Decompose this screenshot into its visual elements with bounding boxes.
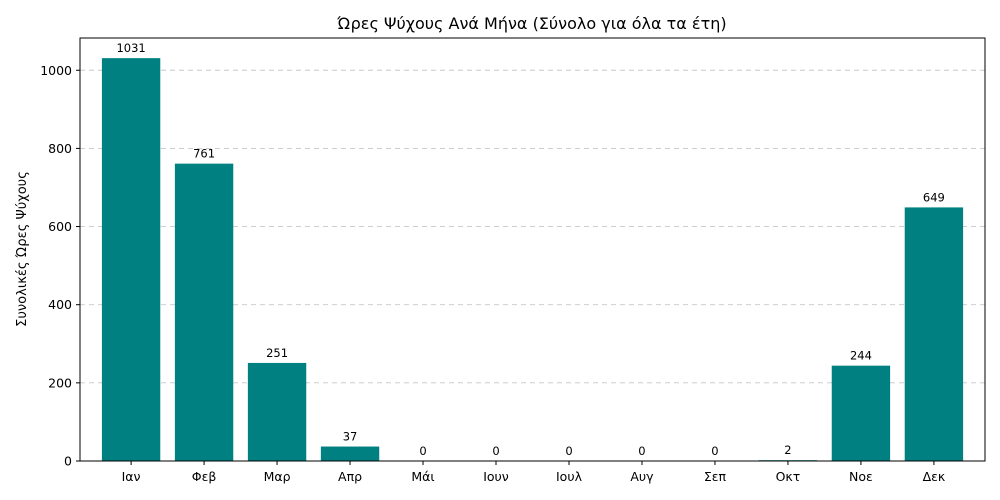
bar-value-label: 649 — [923, 190, 945, 204]
chart-title: Ώρες Ψύχους Ανά Μήνα (Σύνολο για όλα τα … — [336, 14, 726, 33]
bar — [904, 207, 964, 461]
x-tick-label: Σεπ — [704, 469, 727, 484]
plot-frame — [79, 37, 986, 462]
bar — [174, 163, 234, 462]
bar-value-label: 0 — [638, 444, 645, 458]
bar — [101, 58, 161, 462]
bar-value-label: 0 — [565, 444, 572, 458]
y-tick-label: 400 — [48, 297, 72, 312]
y-axis-ticks: 0 200 400 600 800 1000 — [40, 63, 80, 469]
data-labels: 1031 761 251 37 0 0 0 0 0 2 244 649 — [116, 41, 944, 458]
y-axis-label: Συνολικές Ώρες Ψύχους — [15, 171, 30, 327]
y-tick-label: 200 — [48, 375, 72, 390]
bar-value-label: 244 — [850, 349, 872, 363]
bar — [247, 362, 307, 461]
x-tick-label: Νοε — [849, 469, 873, 484]
bar-value-label: 2 — [784, 443, 791, 457]
y-tick-label: 600 — [48, 219, 72, 234]
x-tick-label: Μαρ — [264, 469, 291, 484]
bar-value-label: 251 — [266, 346, 288, 360]
y-tick-label: 1000 — [40, 63, 72, 78]
x-tick-label: Απρ — [338, 469, 362, 484]
x-tick-label: Ιαν — [122, 469, 141, 484]
y-tick-label: 800 — [48, 141, 72, 156]
bar-value-label: 1031 — [116, 41, 145, 55]
bar-value-label: 0 — [711, 444, 718, 458]
bar-value-label: 37 — [343, 430, 358, 444]
x-tick-label: Ιουλ — [556, 469, 583, 484]
x-tick-label: Οκτ — [776, 469, 801, 484]
x-tick-label: Αυγ — [630, 469, 654, 484]
x-tick-label: Ιουν — [483, 469, 509, 484]
x-tick-label: Μάι — [411, 469, 434, 484]
x-tick-label: Φεβ — [192, 469, 217, 484]
y-tick-label: 0 — [64, 454, 72, 469]
bar-value-label: 0 — [492, 444, 499, 458]
x-tick-label: Δεκ — [923, 469, 946, 484]
bars — [101, 58, 964, 462]
bar-value-label: 0 — [419, 444, 426, 458]
x-axis-ticks: Ιαν Φεβ Μαρ Απρ Μάι Ιουν Ιουλ Αυγ Σεπ Οκτ Νοε Δεκ — [122, 461, 946, 484]
bar — [831, 365, 891, 461]
bar-value-label: 761 — [193, 147, 215, 161]
bar — [320, 446, 380, 461]
